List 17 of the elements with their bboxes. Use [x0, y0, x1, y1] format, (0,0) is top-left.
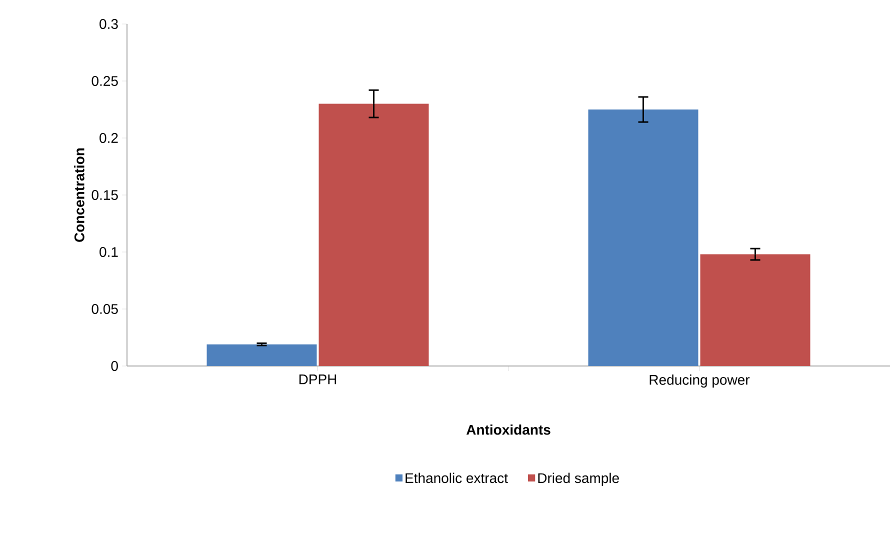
y-tick-label: 0.05 [92, 304, 118, 314]
y-axis-title: Concentration [74, 148, 84, 242]
y-tick-label: 0.2 [100, 133, 118, 143]
y-tick-label: 0.1 [100, 247, 118, 257]
x-tick-label: DPPH [299, 374, 336, 384]
x-tick-label: Reducing power [650, 374, 750, 388]
x-axis-title: Antioxidants [466, 424, 550, 435]
bar [588, 110, 698, 366]
bar [206, 344, 317, 366]
y-tick-label: 0.25 [92, 76, 118, 86]
legend-label: Dried sample [538, 472, 619, 486]
legend-label: Ethanolic extract [406, 472, 508, 484]
y-tick-label: 0 [111, 361, 118, 371]
bar [318, 104, 429, 366]
bar [700, 254, 810, 366]
y-tick-label: 0.3 [100, 19, 118, 29]
y-tick-label: 0.15 [92, 190, 118, 200]
